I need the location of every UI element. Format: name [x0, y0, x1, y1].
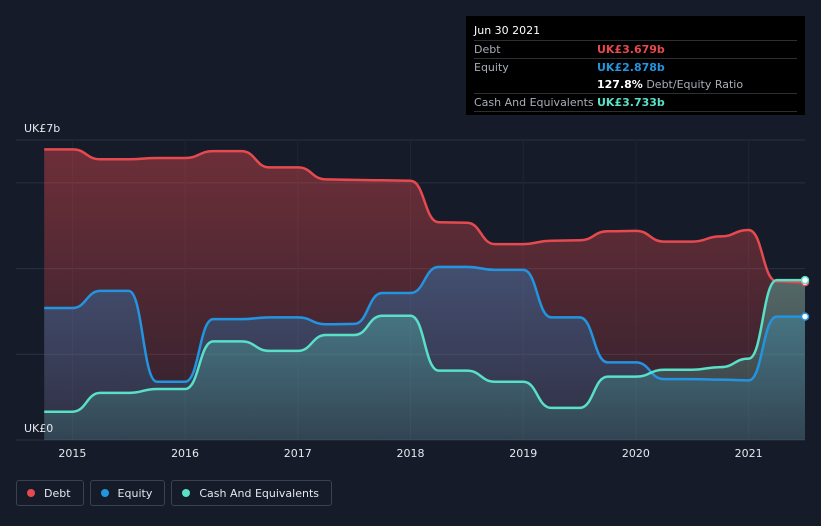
legend-dot-debt	[27, 489, 35, 497]
tooltip-equity-label: Equity	[474, 61, 509, 74]
line-debt	[44, 148, 806, 284]
legend-label-debt: Debt	[44, 486, 71, 500]
tooltip-row-debt: Debt UK£3.679b	[474, 41, 797, 59]
axes: UK£7b UK£0 2015 2016 2017 2018 2019 2020 2021	[24, 122, 763, 460]
tooltip-row-cash: Cash And Equivalents UK£3.733b	[474, 94, 797, 112]
tooltip-cash-value: UK£3.733b	[597, 96, 665, 109]
legend-label-cash: Cash And Equivalents	[199, 486, 319, 500]
tooltip-ratio-label: Debt/Equity Ratio	[646, 78, 744, 91]
marker-equity	[800, 312, 810, 321]
tooltip-debt-label: Debt	[474, 43, 501, 56]
legend-item-equity[interactable]: Equity	[89, 480, 166, 506]
tooltip-equity-value: UK£2.878b	[597, 61, 665, 74]
x-tick-label: 2021	[735, 447, 763, 460]
x-tick-label: 2018	[397, 447, 425, 460]
legend-item-debt[interactable]: Debt	[16, 480, 84, 506]
line-equity	[44, 265, 805, 383]
x-tick-label: 2016	[171, 447, 199, 460]
y-tick-label: UK£0	[24, 422, 53, 435]
series-end-markers	[800, 275, 810, 321]
data-tooltip: Jun 30 2021 Debt UK£3.679b Equity UK£2.8…	[466, 16, 805, 115]
x-tick-label: 2015	[58, 447, 86, 460]
tooltip-debt-value: UK£3.679b	[597, 43, 665, 56]
legend-dot-equity	[100, 489, 109, 497]
legend-label-equity: Equity	[117, 486, 153, 500]
tooltip-cash-label: Cash And Equivalents	[474, 96, 594, 109]
tooltip-row-equity: Equity UK£2.878b	[474, 59, 797, 76]
series-areas	[44, 149, 805, 440]
x-tick-label: 2020	[622, 447, 650, 460]
tooltip-ratio-value: 127.8%	[597, 78, 643, 91]
line-cash	[44, 278, 805, 413]
tooltip-row-ratio: 127.8% Debt/Equity Ratio	[474, 76, 797, 94]
y-tick-label: UK£7b	[24, 122, 60, 135]
legend-dot-cash	[182, 489, 191, 497]
x-tick-label: 2017	[284, 447, 312, 460]
series-lines	[44, 148, 806, 413]
area-cash	[44, 280, 805, 440]
tooltip-date: Jun 30 2021	[474, 22, 797, 41]
x-tick-label: 2019	[509, 447, 537, 460]
marker-cash	[800, 275, 810, 285]
chart-legend: Debt Equity Cash And Equivalents	[16, 480, 332, 506]
legend-item-cash[interactable]: Cash And Equivalents	[171, 480, 332, 506]
